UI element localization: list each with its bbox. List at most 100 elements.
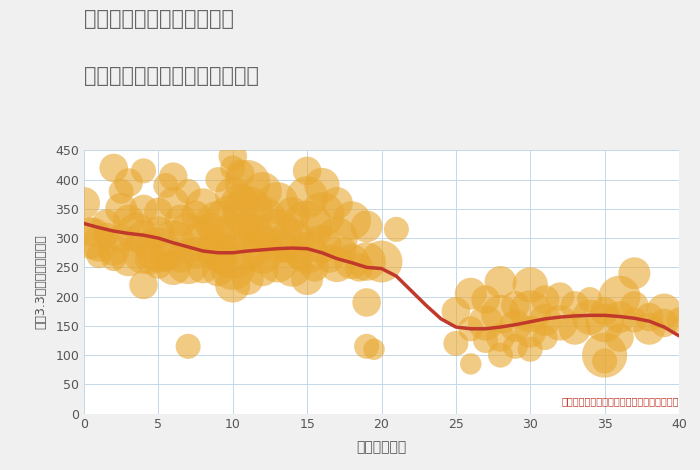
Y-axis label: 坪（3.3㎡）単価（万円）: 坪（3.3㎡）単価（万円）: [34, 235, 47, 329]
Point: [510, 343, 521, 350]
Point: [153, 246, 164, 254]
Point: [205, 223, 216, 230]
Point: [584, 296, 595, 303]
Point: [175, 255, 186, 262]
Point: [316, 211, 328, 219]
Point: [614, 313, 625, 321]
Point: [234, 199, 246, 207]
Point: [554, 293, 566, 300]
Point: [220, 243, 231, 251]
Point: [450, 307, 461, 315]
Point: [242, 208, 253, 216]
Point: [465, 325, 476, 333]
Point: [302, 167, 313, 175]
Point: [525, 281, 536, 289]
Point: [287, 264, 298, 271]
Point: [629, 316, 640, 324]
Point: [146, 255, 157, 262]
Point: [116, 235, 127, 242]
Point: [212, 176, 223, 183]
Point: [361, 258, 372, 265]
Point: [569, 302, 580, 309]
Point: [183, 228, 194, 236]
Point: [108, 255, 119, 262]
Point: [138, 205, 149, 212]
Point: [116, 205, 127, 212]
Point: [227, 281, 238, 289]
Point: [272, 231, 283, 239]
Point: [183, 258, 194, 265]
Point: [361, 343, 372, 350]
Point: [212, 220, 223, 227]
Point: [316, 240, 328, 248]
Point: [175, 217, 186, 224]
Point: [197, 237, 209, 245]
Point: [197, 264, 209, 271]
Point: [153, 261, 164, 268]
Point: [331, 261, 342, 268]
Point: [249, 228, 260, 236]
Point: [614, 334, 625, 341]
Point: [160, 252, 172, 259]
Point: [450, 340, 461, 347]
Point: [101, 220, 112, 227]
Point: [227, 243, 238, 251]
Point: [86, 228, 97, 236]
Point: [220, 261, 231, 268]
Point: [302, 275, 313, 283]
Point: [183, 188, 194, 195]
Point: [227, 264, 238, 271]
Point: [510, 322, 521, 329]
Point: [540, 316, 551, 324]
Point: [212, 249, 223, 257]
Point: [197, 202, 209, 210]
Point: [86, 235, 97, 242]
Point: [93, 240, 104, 248]
Point: [346, 217, 357, 224]
Point: [599, 319, 610, 327]
Point: [525, 307, 536, 315]
Point: [354, 264, 365, 271]
Point: [78, 199, 90, 207]
Point: [287, 237, 298, 245]
Text: 神奈川県横浜市中区山下町: 神奈川県横浜市中区山下町: [84, 9, 234, 30]
Point: [257, 249, 268, 257]
Point: [123, 179, 134, 186]
Text: 円の大きさは、取引のあった物件面積を示す: 円の大きさは、取引のあった物件面積を示す: [561, 396, 679, 406]
Point: [599, 357, 610, 365]
X-axis label: 築年数（年）: 築年数（年）: [356, 440, 407, 454]
Point: [227, 164, 238, 172]
Point: [257, 217, 268, 224]
Point: [525, 328, 536, 336]
Point: [391, 226, 402, 233]
Point: [495, 278, 506, 286]
Point: [138, 281, 149, 289]
Point: [302, 194, 313, 201]
Point: [93, 252, 104, 259]
Point: [599, 352, 610, 359]
Point: [644, 325, 655, 333]
Point: [294, 252, 305, 259]
Point: [168, 264, 179, 271]
Point: [160, 182, 172, 189]
Point: [242, 275, 253, 283]
Point: [644, 313, 655, 321]
Point: [324, 255, 335, 262]
Point: [168, 173, 179, 180]
Point: [614, 293, 625, 300]
Point: [123, 217, 134, 224]
Point: [495, 352, 506, 359]
Point: [272, 199, 283, 207]
Point: [480, 337, 491, 344]
Point: [205, 246, 216, 254]
Point: [287, 211, 298, 219]
Point: [554, 319, 566, 327]
Point: [480, 296, 491, 303]
Point: [302, 223, 313, 230]
Point: [525, 345, 536, 353]
Point: [138, 235, 149, 242]
Point: [227, 220, 238, 227]
Point: [153, 228, 164, 236]
Point: [361, 223, 372, 230]
Point: [168, 199, 179, 207]
